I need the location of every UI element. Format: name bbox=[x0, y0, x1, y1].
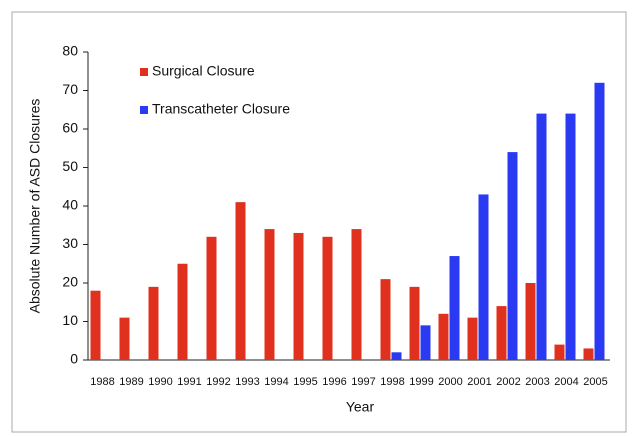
x-tick-label: 1997 bbox=[351, 376, 375, 388]
y-tick-label: 20 bbox=[62, 274, 78, 290]
bar bbox=[449, 256, 460, 360]
frame bbox=[11, 11, 627, 433]
x-tick-label: 2004 bbox=[554, 376, 578, 388]
bar bbox=[322, 236, 333, 360]
y-tick-label: 0 bbox=[70, 351, 78, 367]
x-tick-label: 2001 bbox=[467, 376, 491, 388]
x-tick-label: 1991 bbox=[177, 376, 201, 388]
x-tick-label: 2002 bbox=[496, 376, 520, 388]
bar bbox=[90, 290, 101, 360]
x-tick-label: 1988 bbox=[90, 376, 114, 388]
bar bbox=[478, 194, 489, 360]
bar bbox=[496, 306, 507, 360]
x-tick-label: 1990 bbox=[148, 376, 172, 388]
bar bbox=[467, 317, 478, 360]
bar bbox=[206, 236, 217, 360]
x-tick-label: 1994 bbox=[264, 376, 288, 388]
x-tick-label: 1995 bbox=[293, 376, 317, 388]
y-tick-label: 30 bbox=[62, 235, 78, 251]
legend-label: Surgical Closure bbox=[152, 63, 255, 79]
bar bbox=[583, 348, 594, 360]
bar bbox=[148, 286, 159, 360]
y-tick-label: 70 bbox=[62, 81, 78, 97]
x-tick-label: 1993 bbox=[235, 376, 259, 388]
bar bbox=[507, 152, 518, 360]
bar bbox=[409, 286, 420, 360]
bar bbox=[536, 113, 547, 360]
legend-swatch bbox=[140, 68, 148, 76]
bar bbox=[420, 325, 431, 360]
x-tick-label: 2000 bbox=[438, 376, 462, 388]
bar bbox=[525, 283, 536, 360]
x-axis-title: Year bbox=[346, 399, 375, 415]
bar bbox=[565, 113, 576, 360]
x-tick-label: 2005 bbox=[583, 376, 607, 388]
bar bbox=[380, 279, 391, 360]
legend-swatch bbox=[140, 106, 148, 114]
x-tick-label: 1989 bbox=[119, 376, 143, 388]
x-tick-label: 1992 bbox=[206, 376, 230, 388]
bar bbox=[293, 232, 304, 360]
bar bbox=[438, 313, 449, 360]
y-tick-label: 80 bbox=[62, 43, 78, 59]
y-tick-label: 10 bbox=[62, 312, 78, 328]
legend-label: Transcatheter Closure bbox=[152, 101, 290, 117]
bar bbox=[264, 229, 275, 360]
x-tick-label: 2003 bbox=[525, 376, 549, 388]
x-tick-label: 1999 bbox=[409, 376, 433, 388]
bar bbox=[235, 202, 246, 360]
bar bbox=[391, 352, 402, 360]
y-tick-label: 50 bbox=[62, 158, 78, 174]
x-tick-label: 1998 bbox=[380, 376, 404, 388]
x-tick-label: 1996 bbox=[322, 376, 346, 388]
bar bbox=[177, 263, 188, 360]
y-tick-label: 60 bbox=[62, 120, 78, 136]
y-axis-title: Absolute Number of ASD Closures bbox=[27, 99, 43, 314]
bar bbox=[594, 82, 605, 361]
bar bbox=[351, 229, 362, 360]
bar bbox=[554, 344, 565, 360]
bar bbox=[119, 317, 130, 360]
y-tick-label: 40 bbox=[62, 197, 78, 213]
